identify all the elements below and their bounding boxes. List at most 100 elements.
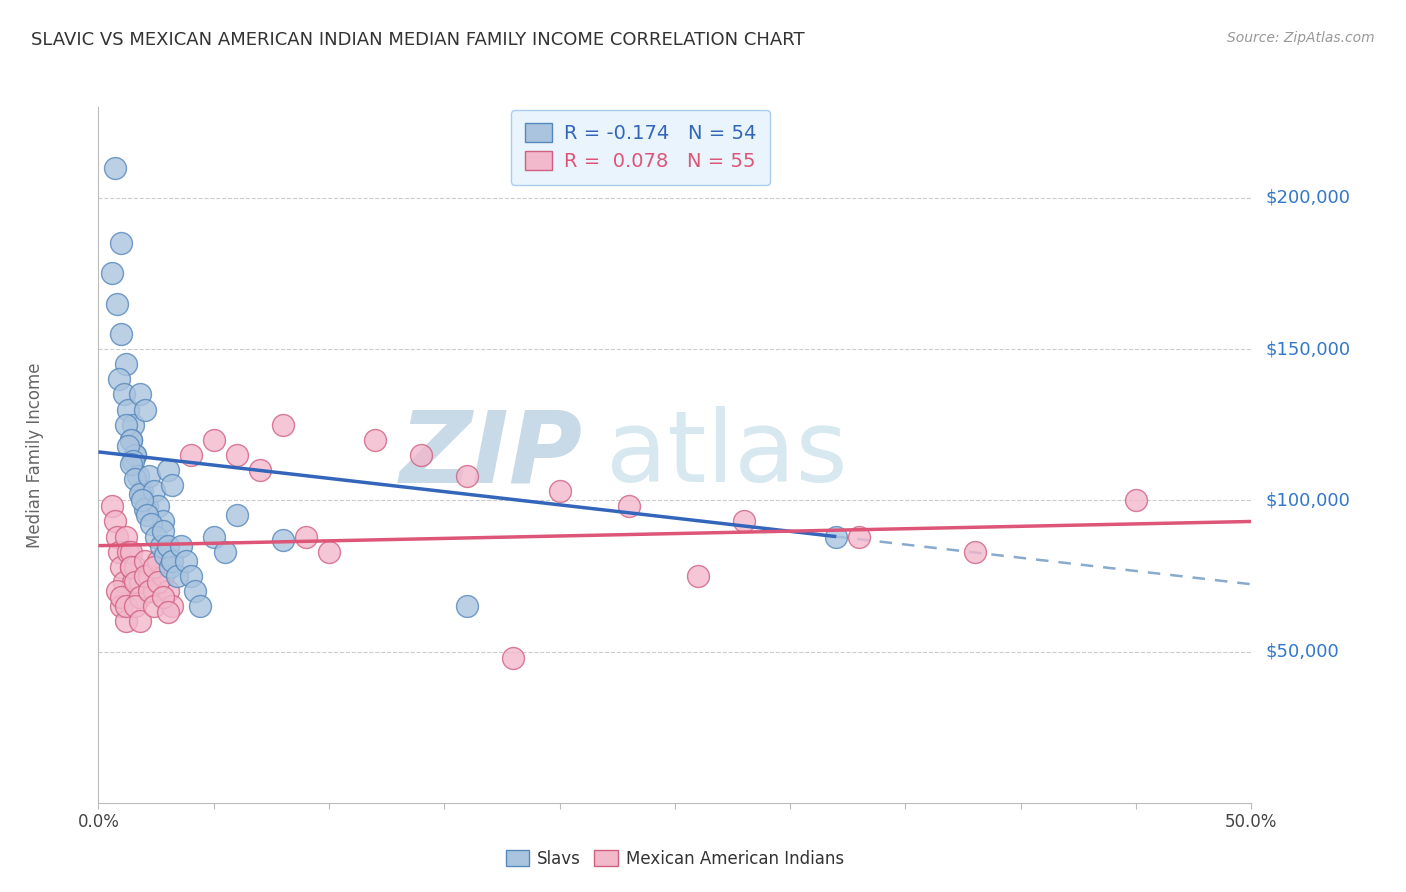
Point bbox=[1125, 493, 1147, 508]
Point bbox=[110, 599, 132, 614]
Point bbox=[120, 559, 142, 574]
Point bbox=[108, 545, 131, 559]
Point bbox=[214, 545, 236, 559]
Point bbox=[129, 590, 152, 604]
Point bbox=[124, 574, 146, 589]
Point bbox=[156, 463, 179, 477]
Point bbox=[138, 569, 160, 583]
Point bbox=[142, 584, 165, 599]
Point bbox=[120, 559, 142, 574]
Point bbox=[318, 545, 340, 559]
Point bbox=[112, 387, 135, 401]
Text: ZIP: ZIP bbox=[399, 407, 582, 503]
Point bbox=[733, 515, 755, 529]
Point bbox=[152, 524, 174, 538]
Point bbox=[134, 554, 156, 568]
Point bbox=[686, 569, 709, 583]
Point bbox=[271, 417, 294, 432]
Point bbox=[148, 500, 170, 514]
Point bbox=[131, 493, 153, 508]
Point bbox=[141, 517, 163, 532]
Point bbox=[122, 454, 145, 468]
Point bbox=[548, 484, 571, 499]
Point bbox=[110, 236, 132, 251]
Point bbox=[142, 599, 165, 614]
Point bbox=[502, 650, 524, 665]
Point bbox=[148, 574, 170, 589]
Point bbox=[135, 500, 157, 514]
Point bbox=[124, 448, 146, 462]
Point bbox=[110, 326, 132, 341]
Point bbox=[129, 487, 152, 501]
Point bbox=[411, 448, 433, 462]
Point bbox=[456, 469, 478, 483]
Point bbox=[108, 372, 131, 386]
Text: SLAVIC VS MEXICAN AMERICAN INDIAN MEDIAN FAMILY INCOME CORRELATION CHART: SLAVIC VS MEXICAN AMERICAN INDIAN MEDIAN… bbox=[31, 31, 804, 49]
Legend: Slavs, Mexican American Indians: Slavs, Mexican American Indians bbox=[499, 843, 851, 874]
Point bbox=[145, 530, 167, 544]
Point bbox=[124, 448, 146, 462]
Point bbox=[456, 599, 478, 614]
Point bbox=[249, 463, 271, 477]
Point bbox=[180, 569, 202, 583]
Point bbox=[120, 457, 142, 471]
Point bbox=[105, 530, 128, 544]
Point bbox=[135, 508, 157, 523]
Point bbox=[131, 484, 153, 499]
Point bbox=[156, 605, 179, 619]
Point bbox=[127, 469, 149, 483]
Point bbox=[115, 615, 138, 629]
Point bbox=[142, 484, 165, 499]
Point bbox=[184, 584, 207, 599]
Point bbox=[120, 545, 142, 559]
Point bbox=[188, 599, 211, 614]
Point bbox=[825, 530, 848, 544]
Point bbox=[160, 478, 183, 492]
Point bbox=[122, 574, 145, 589]
Point bbox=[112, 574, 135, 589]
Text: $100,000: $100,000 bbox=[1265, 491, 1350, 509]
Point bbox=[617, 500, 640, 514]
Point bbox=[225, 448, 247, 462]
Point bbox=[105, 584, 128, 599]
Point bbox=[202, 530, 225, 544]
Point bbox=[120, 433, 142, 447]
Point bbox=[110, 559, 132, 574]
Point bbox=[170, 539, 193, 553]
Point bbox=[138, 584, 160, 599]
Point bbox=[103, 515, 125, 529]
Point bbox=[134, 569, 156, 583]
Point bbox=[156, 539, 179, 553]
Point bbox=[142, 559, 165, 574]
Point bbox=[155, 548, 177, 562]
Point bbox=[129, 387, 152, 401]
Point bbox=[129, 615, 152, 629]
Point bbox=[110, 590, 132, 604]
Point bbox=[295, 530, 318, 544]
Point bbox=[105, 296, 128, 310]
Point bbox=[963, 545, 986, 559]
Point bbox=[120, 433, 142, 447]
Point bbox=[101, 500, 124, 514]
Text: atlas: atlas bbox=[606, 407, 848, 503]
Point bbox=[149, 539, 172, 553]
Text: $200,000: $200,000 bbox=[1265, 189, 1350, 207]
Point bbox=[202, 433, 225, 447]
Point bbox=[129, 574, 152, 589]
Point bbox=[124, 472, 146, 486]
Point bbox=[160, 599, 183, 614]
Point bbox=[134, 502, 156, 516]
Point bbox=[138, 469, 160, 483]
Text: $150,000: $150,000 bbox=[1265, 340, 1350, 358]
Point bbox=[180, 448, 202, 462]
Point bbox=[364, 433, 387, 447]
Point bbox=[117, 545, 139, 559]
Point bbox=[124, 599, 146, 614]
Point bbox=[166, 569, 188, 583]
Point bbox=[152, 515, 174, 529]
Point bbox=[115, 417, 138, 432]
Text: $50,000: $50,000 bbox=[1265, 642, 1339, 661]
Point bbox=[122, 417, 145, 432]
Point bbox=[134, 402, 156, 417]
Point bbox=[174, 554, 197, 568]
